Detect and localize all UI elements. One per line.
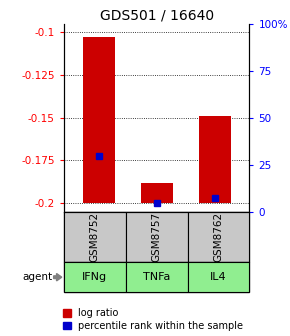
Bar — [64, 212, 126, 262]
Text: GSM8757: GSM8757 — [152, 212, 162, 262]
Text: IL4: IL4 — [210, 272, 227, 282]
Title: GDS501 / 16640: GDS501 / 16640 — [99, 8, 214, 23]
Text: GSM8752: GSM8752 — [90, 212, 100, 262]
Bar — [199, 116, 231, 203]
Text: IFNg: IFNg — [82, 272, 107, 282]
Bar — [64, 262, 126, 292]
Bar — [126, 262, 188, 292]
Text: TNFa: TNFa — [143, 272, 170, 282]
Legend: log ratio, percentile rank within the sample: log ratio, percentile rank within the sa… — [63, 308, 243, 331]
Bar — [126, 212, 188, 262]
Bar — [83, 37, 115, 203]
Text: GSM8762: GSM8762 — [213, 212, 224, 262]
Bar — [188, 262, 249, 292]
Bar — [188, 212, 249, 262]
Text: agent: agent — [22, 272, 52, 282]
Bar — [141, 182, 173, 203]
